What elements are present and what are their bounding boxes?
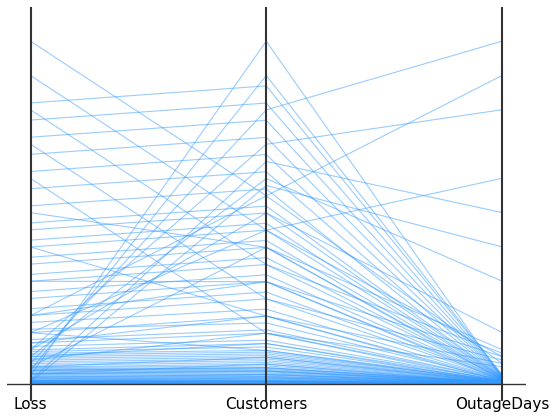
Text: Loss: Loss bbox=[13, 397, 48, 412]
Text: OutageDays: OutageDays bbox=[455, 397, 549, 412]
Text: Customers: Customers bbox=[225, 397, 307, 412]
